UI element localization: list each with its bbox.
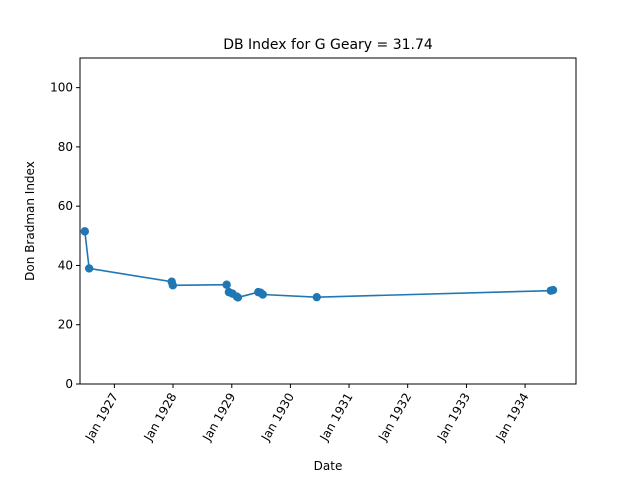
x-tick-label: Jan 1927	[82, 391, 121, 445]
data-point	[80, 227, 90, 236]
plot-frame	[79, 57, 577, 385]
x-tick-label: Jan 1930	[258, 391, 297, 445]
y-tick-label: 40	[58, 258, 73, 272]
x-tick-label: Jan 1931	[317, 391, 356, 445]
series-line	[84, 231, 554, 299]
data-point	[222, 280, 231, 289]
chart-title: DB Index for G Geary = 31.74	[223, 37, 433, 53]
y-tick-label: 100	[50, 81, 73, 95]
data-point	[233, 293, 243, 302]
y-tick-label: 20	[58, 318, 73, 332]
y-axis: 0 20 40 60 80 100	[50, 81, 80, 391]
x-axis: Jan 1927 Jan 1928 Jan 1929 Jan 1930 Jan 1931…	[82, 384, 532, 444]
x-tick-label: Jan 1932	[375, 391, 414, 445]
x-tick-label: Jan 1934	[493, 391, 532, 445]
plot-area	[80, 227, 558, 302]
y-tick-label: 0	[65, 377, 73, 391]
x-tick-label: Jan 1933	[434, 391, 473, 445]
x-tick-label: Jan 1929	[199, 391, 238, 445]
data-point	[312, 292, 321, 302]
data-point	[258, 290, 267, 299]
y-axis-label: Don Bradman Index	[23, 161, 37, 281]
data-point	[548, 285, 558, 295]
x-axis-label: Date	[314, 459, 343, 473]
x-tick-label: Jan 1928	[141, 391, 180, 445]
y-tick-label: 60	[58, 199, 73, 213]
y-tick-label: 80	[58, 140, 73, 154]
data-point	[84, 264, 94, 273]
data-point	[168, 281, 178, 290]
